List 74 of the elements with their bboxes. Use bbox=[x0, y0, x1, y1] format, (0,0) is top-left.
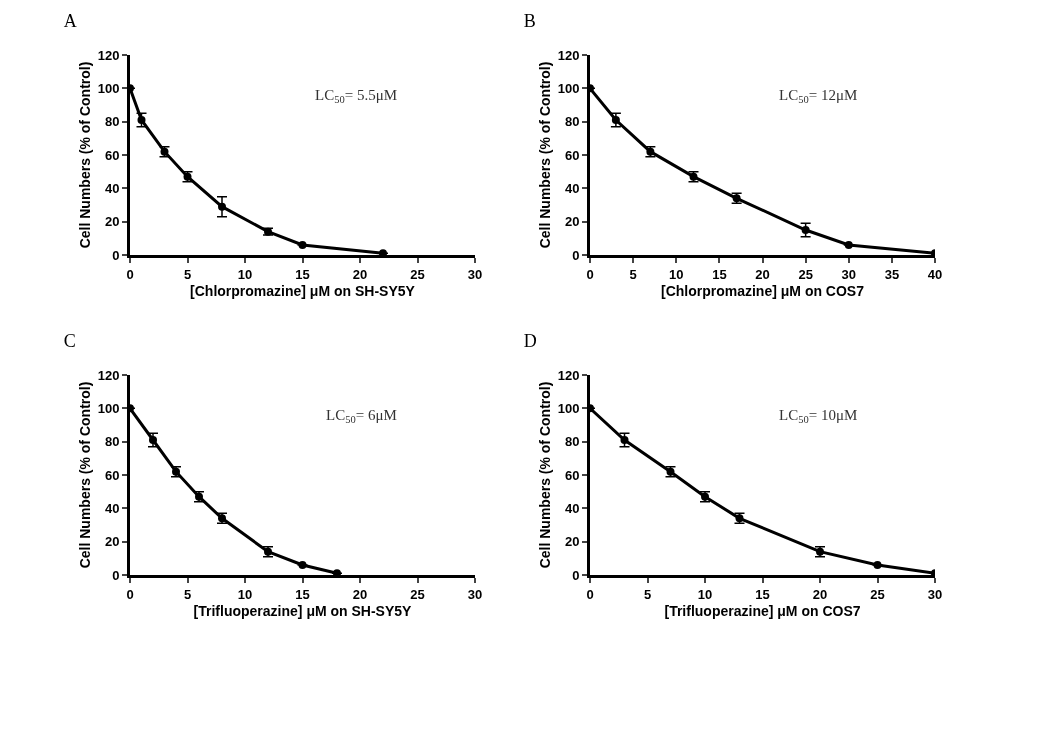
x-axis-title: [Trifluoperazine] μM on SH-SY5Y bbox=[193, 602, 413, 619]
y-tick-label: 40 bbox=[564, 500, 580, 516]
x-tick-label: 0 bbox=[126, 586, 134, 602]
y-tick-label: 60 bbox=[104, 147, 120, 163]
chart-title: D bbox=[523, 330, 537, 351]
x-tick-label: 30 bbox=[467, 266, 483, 282]
y-tick-label: 80 bbox=[564, 434, 580, 450]
x-tick-label: 5 bbox=[643, 586, 652, 602]
y-tick-label: 80 bbox=[104, 114, 120, 130]
x-tick-label: 15 bbox=[755, 586, 770, 602]
y-axis-title: Cell Numbers (% of Control) bbox=[537, 61, 554, 249]
y-tick-label: 100 bbox=[97, 80, 120, 96]
x-axis-title: [Chlorpromazine] μM on COS7 bbox=[660, 282, 865, 299]
annotation: LC$_{50}$= 12μM bbox=[779, 87, 858, 106]
y-tick-label: 120 bbox=[557, 47, 580, 63]
y-axis-title: Cell Numbers (% of Control) bbox=[77, 61, 94, 249]
y-tick-label: 120 bbox=[97, 47, 120, 63]
annotation: LC$_{50}$= 10μM bbox=[779, 407, 858, 426]
x-tick-label: 15 bbox=[295, 586, 310, 602]
annotation: LC$_{50}$= 6μM bbox=[326, 407, 397, 426]
y-tick-label: 0 bbox=[572, 247, 580, 263]
x-tick-label: 25 bbox=[870, 586, 885, 602]
x-tick-label: 5 bbox=[183, 266, 192, 282]
y-tick-label: 40 bbox=[104, 180, 120, 196]
x-tick-label: 20 bbox=[755, 266, 770, 282]
y-tick-label: 0 bbox=[112, 567, 120, 583]
x-tick-label: 20 bbox=[812, 586, 828, 602]
x-axis-title: [Trifluoperazine] μM on COS7 bbox=[664, 602, 861, 619]
x-tick-label: 15 bbox=[712, 266, 727, 282]
y-tick-label: 40 bbox=[564, 180, 580, 196]
x-tick-label: 10 bbox=[697, 586, 713, 602]
y-tick-label: 120 bbox=[97, 367, 120, 383]
x-tick-label: 40 bbox=[927, 266, 943, 282]
y-axis-title: Cell Numbers (% of Control) bbox=[537, 381, 554, 569]
y-tick-label: 60 bbox=[564, 147, 580, 163]
x-tick-label: 20 bbox=[352, 586, 368, 602]
x-tick-label: 0 bbox=[586, 586, 594, 602]
x-tick-label: 10 bbox=[669, 266, 684, 282]
y-tick-label: 60 bbox=[564, 467, 580, 483]
y-tick-label: 20 bbox=[104, 534, 120, 550]
x-tick-label: 20 bbox=[352, 266, 368, 282]
x-tick-label: 15 bbox=[295, 266, 310, 282]
y-tick-label: 120 bbox=[557, 367, 580, 383]
y-tick-label: 100 bbox=[557, 400, 580, 416]
x-tick-label: 35 bbox=[884, 266, 900, 282]
y-tick-label: 20 bbox=[104, 214, 120, 230]
y-tick-label: 0 bbox=[572, 567, 580, 583]
y-tick-label: 100 bbox=[97, 400, 120, 416]
x-tick-label: 25 bbox=[410, 586, 425, 602]
y-tick-label: 20 bbox=[564, 214, 580, 230]
y-tick-label: 40 bbox=[104, 500, 120, 516]
x-tick-label: 0 bbox=[126, 266, 134, 282]
x-tick-label: 25 bbox=[410, 266, 425, 282]
y-tick-label: 60 bbox=[104, 467, 120, 483]
chart-title: A bbox=[63, 10, 77, 31]
x-axis-title: [Chlorpromazine] μM on SH-SY5Y bbox=[190, 282, 416, 299]
x-tick-label: 25 bbox=[798, 266, 813, 282]
y-tick-label: 0 bbox=[112, 247, 120, 263]
y-tick-label: 100 bbox=[557, 80, 580, 96]
x-tick-label: 10 bbox=[237, 586, 253, 602]
x-tick-label: 30 bbox=[841, 266, 856, 282]
x-tick-label: 5 bbox=[183, 586, 192, 602]
annotation: LC$_{50}$= 5.5μM bbox=[315, 87, 398, 106]
x-tick-label: 30 bbox=[927, 586, 943, 602]
y-tick-label: 80 bbox=[564, 114, 580, 130]
chart-title: B bbox=[523, 10, 536, 31]
x-tick-label: 5 bbox=[629, 266, 637, 282]
y-axis-title: Cell Numbers (% of Control) bbox=[77, 381, 94, 569]
x-tick-label: 10 bbox=[237, 266, 253, 282]
x-tick-label: 0 bbox=[586, 266, 594, 282]
y-tick-label: 20 bbox=[564, 534, 580, 550]
chart-title: C bbox=[63, 330, 76, 351]
x-tick-label: 30 bbox=[467, 586, 483, 602]
y-tick-label: 80 bbox=[104, 434, 120, 450]
